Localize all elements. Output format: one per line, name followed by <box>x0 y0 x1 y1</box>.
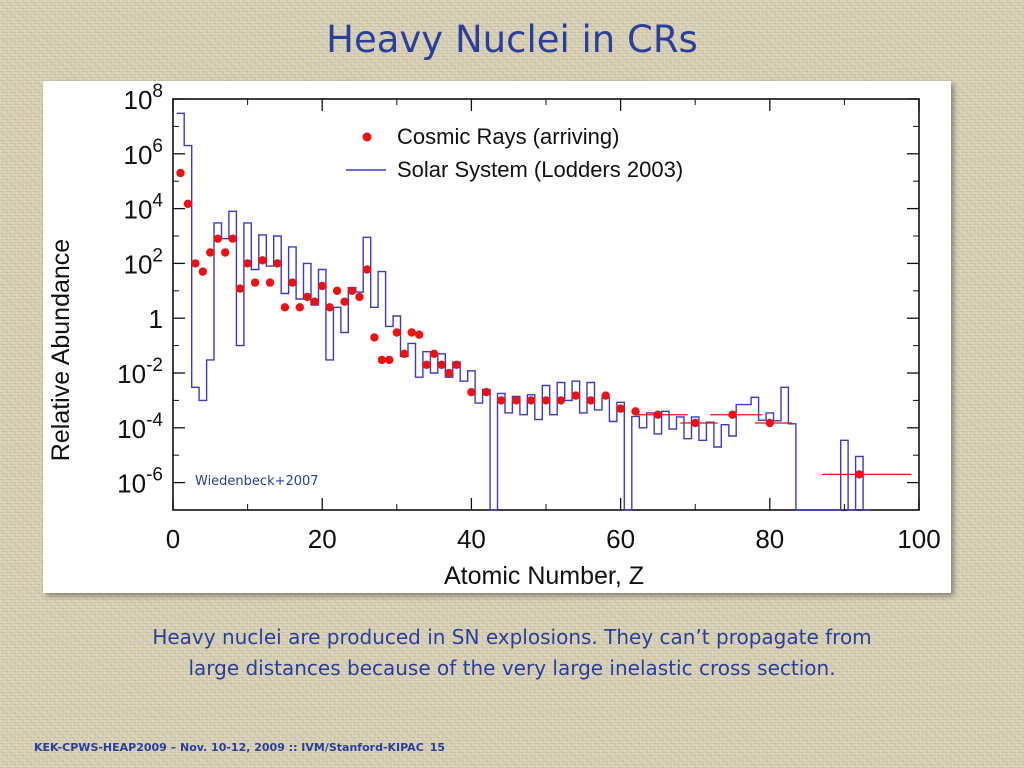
cosmic-ray-point <box>176 168 185 178</box>
cosmic-ray-point <box>653 410 663 419</box>
x-axis-label: Atomic Number, Z <box>444 562 644 590</box>
cosmic-ray-point <box>206 248 215 257</box>
cosmic-ray-point <box>198 267 207 276</box>
cosmic-ray-point <box>191 259 200 268</box>
cosmic-ray-point <box>221 248 230 257</box>
cosmic-ray-point <box>407 328 416 337</box>
cosmic-ray-point <box>497 396 506 405</box>
cosmic-ray-point <box>556 396 566 405</box>
y-tick-label: 106 <box>124 136 164 170</box>
cosmic-ray-point <box>280 303 290 312</box>
cosmic-ray-point <box>422 360 431 369</box>
cosmic-ray-point <box>377 355 387 365</box>
page-number: 15 <box>429 741 446 754</box>
x-tick-label: 0 <box>166 524 180 554</box>
cosmic-ray-point <box>258 256 267 265</box>
cosmic-ray-point <box>526 396 536 405</box>
cosmic-ray-point <box>855 470 864 479</box>
cosmic-ray-point <box>340 297 349 306</box>
legend-label-cosmic-rays: Cosmic Rays (arriving) <box>397 124 619 149</box>
cosmic-ray-point <box>235 284 245 293</box>
cosmic-ray-point <box>541 396 551 405</box>
legend-marker-cosmic-rays <box>362 132 372 142</box>
cosmic-ray-point <box>332 286 342 295</box>
cosmic-ray-point <box>631 407 640 416</box>
y-axis-label: Relative Abundance <box>47 239 75 461</box>
cosmic-ray-point <box>385 355 394 365</box>
cosmic-ray-point <box>355 292 364 302</box>
cosmic-ray-point <box>571 391 580 400</box>
y-tick-label: 10-4 <box>117 410 163 444</box>
cosmic-ray-point <box>318 281 327 291</box>
slide-footer: KEK-CPWS-HEAP2009 – Nov. 10-12, 2009 :: … <box>34 741 451 754</box>
solar-system-histogram <box>176 112 871 511</box>
cosmic-ray-point <box>243 259 252 268</box>
cosmic-ray-point <box>370 333 379 342</box>
y-tick-label: 1 <box>149 304 163 334</box>
legend-label-solar-system: Solar System (Lodders 2003) <box>397 157 683 182</box>
cosmic-ray-point <box>586 396 595 405</box>
cosmic-ray-point <box>295 303 304 312</box>
y-tick-label: 10-2 <box>117 355 163 389</box>
x-tick-label: 100 <box>897 524 940 554</box>
figure-panel: 108 106 104 102 1 10-2 10-4 10-6 0 20 40 60 80 100 Re… <box>43 81 951 593</box>
cosmic-ray-point <box>347 286 357 295</box>
cosmic-ray-point <box>467 388 476 397</box>
x-tick-label: 20 <box>308 524 337 554</box>
cosmic-ray-point <box>400 349 409 358</box>
caption-line-2: large distances because of the very larg… <box>188 656 836 680</box>
cosmic-ray-point <box>616 404 625 413</box>
cosmic-ray-point <box>250 278 260 287</box>
x-tick-label: 80 <box>755 524 784 554</box>
cosmic-ray-point <box>183 199 193 208</box>
wiedenbeck-annotation: Wiedenbeck+2007 <box>195 474 319 489</box>
cosmic-ray-point <box>303 292 312 302</box>
cosmic-ray-point <box>429 349 439 358</box>
cosmic-ray-point <box>437 360 446 369</box>
cosmic-ray-point <box>228 234 237 243</box>
y-tick-label: 104 <box>124 191 164 225</box>
y-tick-label: 10-6 <box>117 465 163 499</box>
cosmic-ray-point <box>482 388 491 397</box>
cosmic-ray-point <box>265 278 275 287</box>
cosmic-ray-point <box>310 297 319 306</box>
cosmic-ray-point <box>288 278 297 287</box>
y-tick-label: 108 <box>124 81 164 115</box>
abundance-chart: 108 106 104 102 1 10-2 10-4 10-60 20 40 60 80 100 Re… <box>47 81 941 590</box>
cosmic-ray-point <box>691 418 700 428</box>
y-tick-label: 102 <box>124 245 164 279</box>
slide-caption: Heavy nuclei are produced in SN explosio… <box>60 622 964 684</box>
cosmic-ray-point <box>362 265 372 274</box>
slide-title: Heavy Nuclei in CRs <box>326 18 698 61</box>
cosmic-ray-point <box>601 391 610 400</box>
cosmic-ray-point <box>512 396 521 405</box>
footer-text: KEK-CPWS-HEAP2009 – Nov. 10-12, 2009 :: … <box>34 741 424 754</box>
cosmic-ray-point <box>452 360 461 369</box>
cosmic-ray-point <box>765 418 774 428</box>
x-tick-label: 40 <box>457 524 486 554</box>
cosmic-ray-point <box>444 368 454 378</box>
caption-line-1: Heavy nuclei are produced in SN explosio… <box>152 625 872 649</box>
cosmic-ray-point <box>415 330 424 339</box>
cosmic-ray-point <box>728 410 737 419</box>
cosmic-ray-point <box>325 303 334 312</box>
x-tick-label: 60 <box>606 524 635 554</box>
cosmic-ray-point <box>273 259 282 268</box>
cosmic-ray-point <box>213 234 222 243</box>
cosmic-ray-point <box>392 328 401 337</box>
